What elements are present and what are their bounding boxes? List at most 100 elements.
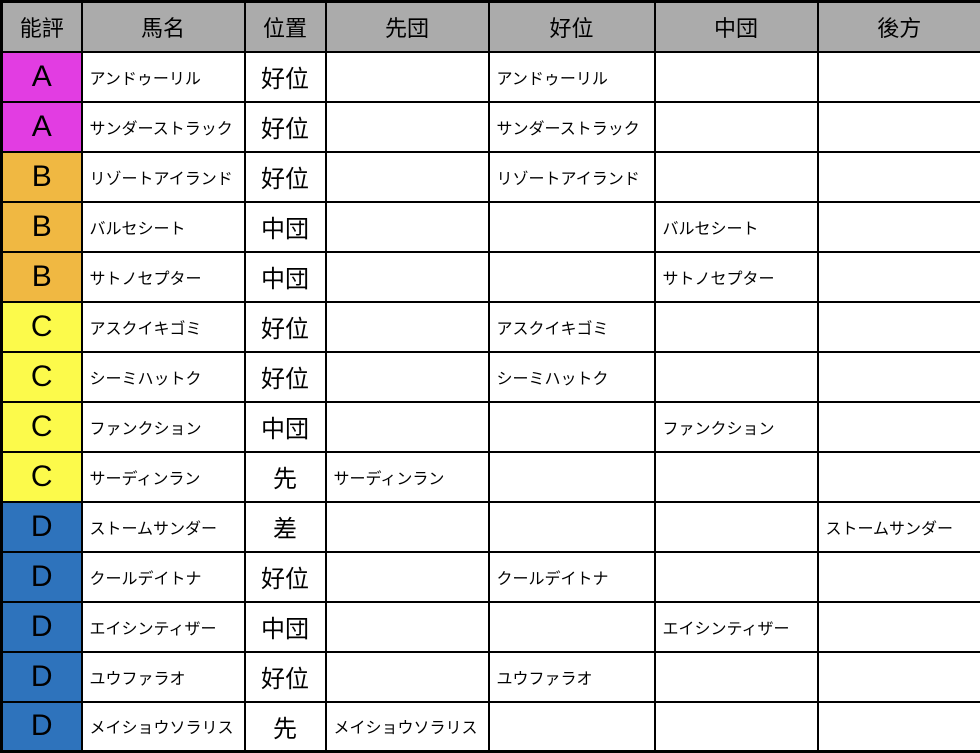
horse-name-cell: サンダーストラック bbox=[82, 102, 245, 152]
rating-cell: C bbox=[2, 452, 82, 502]
placement-cell-先団 bbox=[326, 252, 489, 302]
placement-cell-好位 bbox=[489, 252, 655, 302]
placement-cell-先団 bbox=[326, 202, 489, 252]
placement-cell-後方 bbox=[818, 452, 980, 502]
position-cell: 好位 bbox=[245, 552, 326, 602]
placement-cell-中団 bbox=[655, 352, 818, 402]
header-cell-position: 位置 bbox=[245, 2, 326, 52]
placement-cell-先団 bbox=[326, 152, 489, 202]
horse-name-cell: ユウファラオ bbox=[82, 652, 245, 702]
position-cell: 差 bbox=[245, 502, 326, 552]
placement-cell-後方 bbox=[818, 302, 980, 352]
horse-name-cell: アンドゥーリル bbox=[82, 52, 245, 102]
placement-cell-好位 bbox=[489, 702, 655, 752]
placement-cell-好位: アスクイキゴミ bbox=[489, 302, 655, 352]
placement-cell-後方: ストームサンダー bbox=[818, 502, 980, 552]
placement-cell-好位: クールデイトナ bbox=[489, 552, 655, 602]
header-cell-middle: 中団 bbox=[655, 2, 818, 52]
placement-cell-中団 bbox=[655, 102, 818, 152]
rating-cell: B bbox=[2, 252, 82, 302]
placement-cell-後方 bbox=[818, 352, 980, 402]
placement-cell-後方 bbox=[818, 402, 980, 452]
horse-name-cell: バルセシート bbox=[82, 202, 245, 252]
horse-name-cell: シーミハットク bbox=[82, 352, 245, 402]
rating-cell: D bbox=[2, 602, 82, 652]
placement-cell-好位: リゾートアイランド bbox=[489, 152, 655, 202]
position-cell: 先 bbox=[245, 452, 326, 502]
position-cell: 好位 bbox=[245, 102, 326, 152]
placement-cell-中団: サトノセプター bbox=[655, 252, 818, 302]
rating-cell: D bbox=[2, 552, 82, 602]
header-row: 能評 馬名 位置 先団 好位 中団 後方 bbox=[2, 2, 980, 52]
placement-cell-中団 bbox=[655, 452, 818, 502]
placement-cell-後方 bbox=[818, 552, 980, 602]
header-cell-rear: 後方 bbox=[818, 2, 980, 52]
rating-cell: D bbox=[2, 652, 82, 702]
placement-cell-先団 bbox=[326, 602, 489, 652]
placement-cell-好位 bbox=[489, 202, 655, 252]
placement-cell-好位: ユウファラオ bbox=[489, 652, 655, 702]
placement-cell-後方 bbox=[818, 602, 980, 652]
placement-cell-中団 bbox=[655, 152, 818, 202]
placement-cell-好位: サンダーストラック bbox=[489, 102, 655, 152]
horse-name-cell: メイショウソラリス bbox=[82, 702, 245, 752]
placement-cell-中団 bbox=[655, 52, 818, 102]
position-cell: 先 bbox=[245, 702, 326, 752]
placement-cell-中団 bbox=[655, 652, 818, 702]
placement-cell-中団: バルセシート bbox=[655, 202, 818, 252]
placement-cell-後方 bbox=[818, 152, 980, 202]
horse-name-cell: アスクイキゴミ bbox=[82, 302, 245, 352]
placement-cell-先団 bbox=[326, 102, 489, 152]
placement-cell-先団 bbox=[326, 402, 489, 452]
rating-cell: D bbox=[2, 502, 82, 552]
placement-cell-好位 bbox=[489, 602, 655, 652]
header-cell-front: 先団 bbox=[326, 2, 489, 52]
placement-cell-後方 bbox=[818, 652, 980, 702]
position-cell: 好位 bbox=[245, 152, 326, 202]
horse-name-cell: サーディンラン bbox=[82, 452, 245, 502]
placement-cell-好位: シーミハットク bbox=[489, 352, 655, 402]
placement-cell-後方 bbox=[818, 102, 980, 152]
rating-cell: C bbox=[2, 352, 82, 402]
placement-cell-好位 bbox=[489, 402, 655, 452]
placement-cell-先団 bbox=[326, 302, 489, 352]
placement-cell-中団 bbox=[655, 302, 818, 352]
position-cell: 中団 bbox=[245, 402, 326, 452]
horse-name-cell: リゾートアイランド bbox=[82, 152, 245, 202]
horse-name-cell: サトノセプター bbox=[82, 252, 245, 302]
position-cell: 中団 bbox=[245, 202, 326, 252]
placement-cell-先団 bbox=[326, 502, 489, 552]
position-cell: 好位 bbox=[245, 652, 326, 702]
placement-cell-先団 bbox=[326, 52, 489, 102]
position-cell: 中団 bbox=[245, 602, 326, 652]
placement-cell-中団: ファンクション bbox=[655, 402, 818, 452]
header-cell-rating: 能評 bbox=[2, 2, 82, 52]
placement-cell-先団: メイショウソラリス bbox=[326, 702, 489, 752]
rating-cell: D bbox=[2, 702, 82, 752]
position-cell: 中団 bbox=[245, 252, 326, 302]
header-cell-horse: 馬名 bbox=[82, 2, 245, 52]
placement-cell-後方 bbox=[818, 202, 980, 252]
placement-cell-先団 bbox=[326, 352, 489, 402]
position-cell: 好位 bbox=[245, 52, 326, 102]
horse-name-cell: ストームサンダー bbox=[82, 502, 245, 552]
horse-name-cell: クールデイトナ bbox=[82, 552, 245, 602]
placement-cell-好位 bbox=[489, 502, 655, 552]
horse-name-cell: エイシンティザー bbox=[82, 602, 245, 652]
placement-cell-好位 bbox=[489, 452, 655, 502]
header-cell-good: 好位 bbox=[489, 2, 655, 52]
placement-cell-好位: アンドゥーリル bbox=[489, 52, 655, 102]
placement-cell-後方 bbox=[818, 702, 980, 752]
rating-cell: A bbox=[2, 102, 82, 152]
rating-cell: C bbox=[2, 402, 82, 452]
